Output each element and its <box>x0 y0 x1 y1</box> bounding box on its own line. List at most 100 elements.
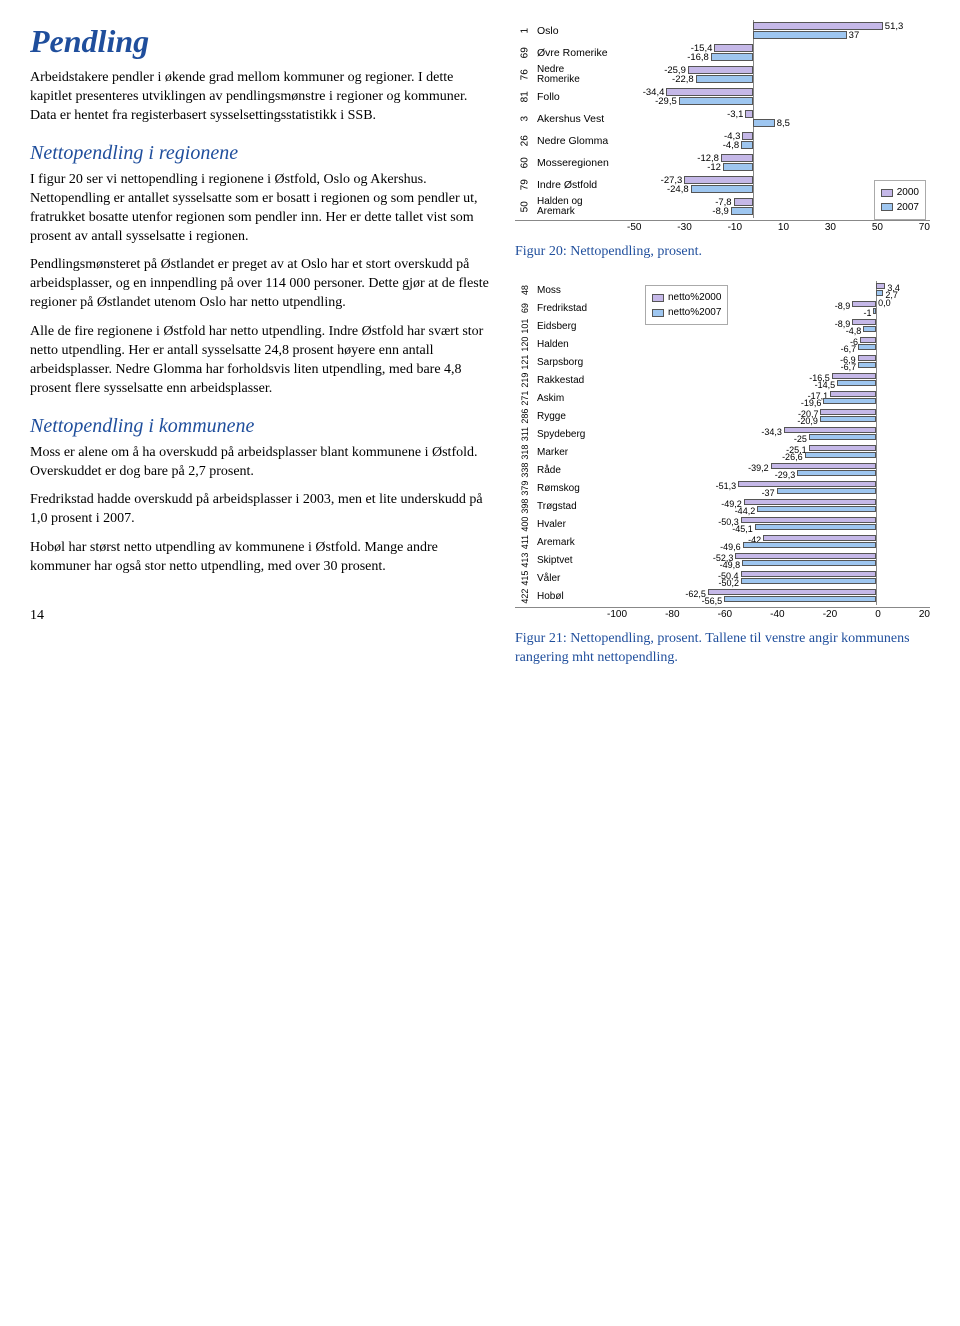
row-label: Halden <box>535 338 607 352</box>
row-label: Halden ogAremark <box>535 197 627 217</box>
bar <box>666 88 753 96</box>
section2-p1: Moss er alene om å ha overskudd på arbei… <box>30 444 495 482</box>
row-code: 50 <box>518 197 532 217</box>
row-label: Øvre Romerike <box>535 46 627 60</box>
chart-row: 60Mosseregionen-12,8-12 <box>515 152 930 174</box>
bar <box>863 326 876 332</box>
bar <box>820 409 876 415</box>
axis-tick: 50 <box>872 221 883 235</box>
bar <box>757 506 876 512</box>
bar <box>837 380 876 386</box>
axis-tick: 10 <box>778 221 789 235</box>
axis-tick: -80 <box>665 608 679 622</box>
bar <box>745 110 753 118</box>
axis-tick: 0 <box>875 608 881 622</box>
bar <box>858 355 877 361</box>
figure-21-chart: netto%2000 netto%2007 48Moss3,42,70,069F… <box>515 281 930 622</box>
row-label: Oslo <box>535 24 627 38</box>
section2-p2: Fredrikstad hadde overskudd på arbeidspl… <box>30 491 495 529</box>
bar <box>858 344 876 350</box>
chart-row: 50Halden ogAremark-7,8-8,9 <box>515 196 930 218</box>
bar <box>708 589 876 595</box>
chart-row: 398Trøgstad-49,2-44,2 <box>515 497 930 515</box>
bar <box>721 154 753 162</box>
bar-area: -17,1-19,6 <box>607 389 930 407</box>
bar <box>823 398 876 404</box>
chart-row: 26Nedre Glomma-4,3-4,8 <box>515 130 930 152</box>
row-label: Mosseregionen <box>535 156 627 170</box>
chart-row: 76NedreRomerike-25,9-22,8 <box>515 64 930 86</box>
axis-tick: -100 <box>607 608 627 622</box>
bar <box>820 416 876 422</box>
chart-row: 311Spydeberg-34,3-25 <box>515 425 930 443</box>
chart-row: 1Oslo51,337 <box>515 20 930 42</box>
bar <box>777 488 877 494</box>
bar <box>735 553 876 559</box>
chart-row: 69Fredrikstad-8,9-1 <box>515 299 930 317</box>
chart-row: 379Rømskog-51,3-37 <box>515 479 930 497</box>
bar <box>873 308 876 314</box>
bar-value-label: 51,3 <box>885 21 904 34</box>
bar-value-label: 8,5 <box>777 118 790 131</box>
bar-value-label: -39,2 <box>748 462 769 474</box>
bar <box>742 132 753 140</box>
bar <box>753 22 883 30</box>
bar <box>805 452 877 458</box>
bar <box>731 207 753 215</box>
chart-row: 271Askim-17,1-19,6 <box>515 389 930 407</box>
bar <box>744 499 876 505</box>
axis-tick: -30 <box>677 221 691 235</box>
row-label: Sarpsborg <box>535 356 607 370</box>
bar <box>755 524 876 530</box>
bar-value-label: -16,8 <box>687 52 709 65</box>
bar-area: -27,3-24,8 <box>627 174 930 196</box>
bar <box>679 97 753 105</box>
bar-area: -62,5-56,5 <box>607 587 930 605</box>
row-label: Fredrikstad <box>535 302 607 316</box>
chart-row: 120Halden-6-6,7 <box>515 335 930 353</box>
bar-area: -16,5-14,5 <box>607 371 930 389</box>
bar-area: -25,1-26,6 <box>607 443 930 461</box>
bar-area: -12,8-12 <box>627 152 930 174</box>
bar <box>738 481 876 487</box>
chart-row: 422Hobøl-62,5-56,5 <box>515 587 930 605</box>
bar <box>724 596 876 602</box>
row-label: Nedre Glomma <box>535 134 627 148</box>
row-label: Hvaler <box>535 518 607 532</box>
bar <box>809 445 877 451</box>
bar-area: -20,7-20,9 <box>607 407 930 425</box>
row-code: 81 <box>518 87 532 107</box>
chart-row: 121Sarpsborg-6,9-6,7 <box>515 353 930 371</box>
chart-row: 411Aremark-42-49,6 <box>515 533 930 551</box>
bar-value-label: -4,8 <box>723 140 739 153</box>
bar-value-label: -34,3 <box>761 426 782 438</box>
section1-p1: I figur 20 ser vi nettopendling i region… <box>30 171 495 247</box>
bar-value-label: -3,1 <box>727 109 743 122</box>
row-code: 60 <box>518 153 532 173</box>
chart-row: 69Øvre Romerike-15,4-16,8 <box>515 42 930 64</box>
chart-row: 48Moss3,42,70,0 <box>515 281 930 299</box>
bar <box>763 535 876 541</box>
row-label: NedreRomerike <box>535 65 627 85</box>
chart-row: 318Marker-25,1-26,6 <box>515 443 930 461</box>
row-label: Akershus Vest <box>535 112 627 126</box>
bar-value-label: -24,8 <box>667 184 689 197</box>
chart-row: 413Skiptvet-52,3-49,8 <box>515 551 930 569</box>
row-label: Moss <box>535 284 607 298</box>
bar-area: -34,3-25 <box>607 425 930 443</box>
bar <box>743 542 877 548</box>
bar-value-label: -8,9 <box>835 300 851 312</box>
row-code: 26 <box>518 131 532 151</box>
section1-p3: Alle de fire regionene i Østfold har net… <box>30 323 495 399</box>
bar-area: -52,3-49,8 <box>607 551 930 569</box>
axis-tick: -40 <box>770 608 784 622</box>
bar-area: -39,2-29,3 <box>607 461 930 479</box>
bar-area: -34,4-29,5 <box>627 86 930 108</box>
chart-row: 81Follo-34,4-29,5 <box>515 86 930 108</box>
row-label: Våler <box>535 572 607 586</box>
page-number: 14 <box>30 607 495 626</box>
bar <box>741 578 876 584</box>
axis-tick: 20 <box>919 608 930 622</box>
figure-20-caption: Figur 20: Nettopendling, prosent. <box>515 243 930 262</box>
chart-row: 400Hvaler-50,3-45,1 <box>515 515 930 533</box>
